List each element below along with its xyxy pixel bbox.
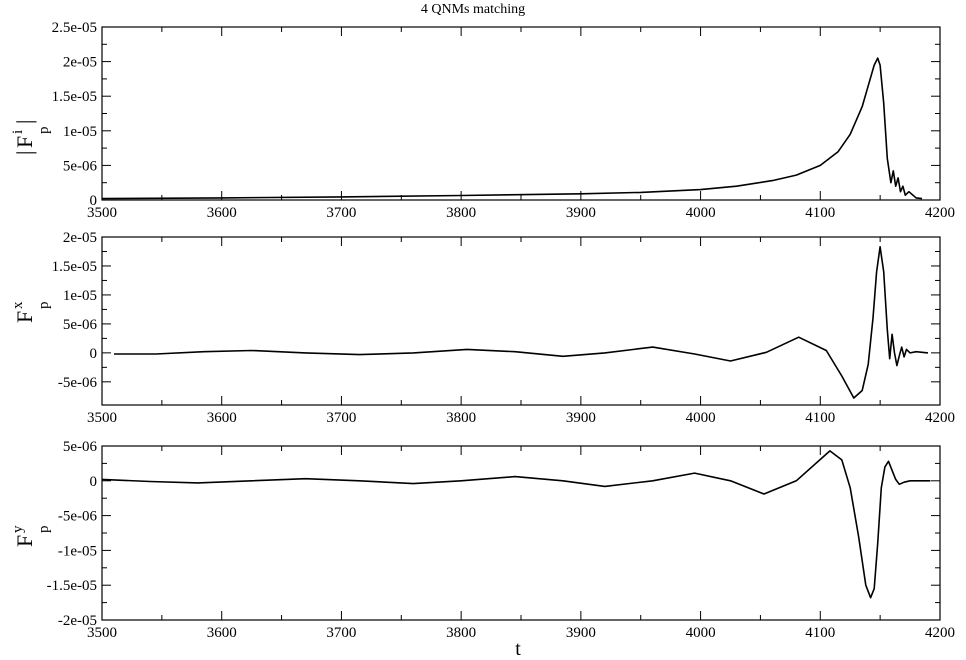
y-label-sup: x (10, 301, 26, 309)
x-tick-label: 4200 (925, 625, 955, 641)
x-tick-label: 4200 (925, 205, 955, 221)
y-tick-label: 5e-06 (63, 439, 98, 455)
panel-1: 3500 3600 3700 3800 3900 4000 4100 4200 0 5e-06 1e… (10, 20, 955, 221)
y-tick-label: -1.5e-05 (47, 578, 97, 594)
y-tick-label: 5e-06 (63, 317, 98, 333)
y-label-sup: i (10, 130, 26, 134)
y-tick-label: 1.5e-05 (52, 89, 97, 105)
y-tick-label: 1.5e-05 (52, 259, 97, 275)
x-tick-label: 3900 (566, 205, 596, 221)
x-tick-label: 3800 (446, 410, 476, 426)
y-tick-label: 1e-05 (63, 288, 97, 304)
y-label-sub: p (36, 302, 52, 310)
y-tick-label: -1e-05 (58, 543, 97, 559)
y-tick-label: -5e-06 (58, 509, 98, 525)
x-tick-label: 4000 (686, 625, 716, 641)
x-axis-label: t (515, 638, 521, 660)
series-line-1 (114, 246, 929, 399)
x-tick-label: 3600 (207, 625, 237, 641)
x-tick-label: 3800 (446, 205, 476, 221)
y-tick-label: -5e-06 (58, 375, 98, 391)
series-line-1 (101, 450, 931, 599)
x-tick-label: 3900 (566, 625, 596, 641)
panel-3: 3500 3600 3700 3800 3900 4000 4100 4200 -2e-05 -1… (10, 439, 955, 641)
y-tick-label: 2e-05 (63, 230, 97, 246)
y-label-sub: p (36, 526, 52, 534)
y-axis-label: Fx p (10, 301, 52, 323)
x-tick-label: 4100 (805, 205, 835, 221)
x-tick-label: 3700 (326, 625, 356, 641)
x-tick-label: 3600 (207, 205, 237, 221)
y-label-sup: y (10, 525, 26, 533)
x-tick-label: 4200 (925, 410, 955, 426)
figure-title: 4 QNMs matching (421, 2, 525, 17)
y-tick-label: -2e-05 (58, 613, 97, 629)
panel-2: 3500 3600 3700 3800 3900 4000 4100 4200 -5e-06 0 5… (10, 230, 955, 426)
series-line-1 (101, 57, 923, 200)
y-axis-label: | Fi p | (10, 120, 52, 155)
plot-frame (101, 236, 941, 406)
y-axis-label: Fy p (10, 525, 52, 547)
plot-frame (101, 26, 941, 201)
x-tick-label: 3800 (446, 625, 476, 641)
y-label-main: F (12, 535, 37, 547)
y-label-main: F (12, 136, 37, 148)
y-tick-label: 2.5e-05 (52, 20, 97, 36)
y-tick-label: 0 (90, 193, 98, 209)
y-tick-label: 1e-05 (63, 124, 97, 140)
y-tick-label: 2e-05 (63, 55, 97, 71)
x-tick-label: 4100 (805, 410, 835, 426)
panels: 3500 3600 3700 3800 3900 4000 4100 4200 0 5e-06 1e… (10, 20, 955, 641)
x-tick-label: 3700 (326, 205, 356, 221)
x-tick-label: 4100 (805, 625, 835, 641)
x-tick-label: 3500 (87, 625, 117, 641)
x-tick-label: 4000 (686, 410, 716, 426)
x-tick-label: 3700 (326, 410, 356, 426)
y-label-main: F (12, 311, 37, 323)
x-tick-label: 3500 (87, 205, 117, 221)
y-label-close: | (12, 120, 37, 124)
y-tick-label: 5e-06 (63, 158, 98, 174)
plot-frame (101, 445, 941, 621)
y-tick-label: 0 (90, 346, 98, 362)
x-tick-label: 4000 (686, 205, 716, 221)
y-tick-label: 0 (90, 474, 98, 490)
x-tick-label: 3900 (566, 410, 596, 426)
y-label-sub: p (36, 127, 52, 135)
x-tick-label: 3600 (207, 410, 237, 426)
y-label-bar: | (12, 151, 37, 155)
x-tick-label: 3500 (87, 410, 117, 426)
